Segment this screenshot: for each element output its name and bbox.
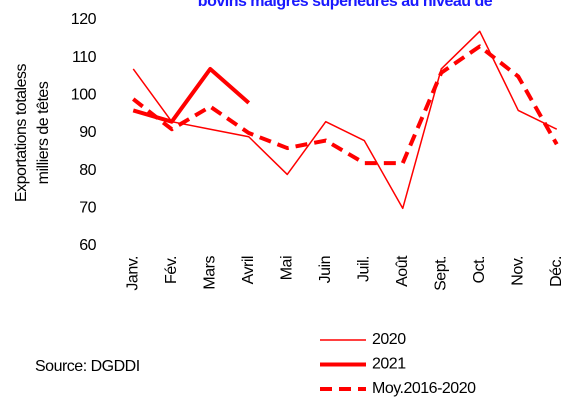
chart-title: bovins maigres supérieures au niveau de — [198, 0, 493, 10]
legend-label: 2021 — [372, 356, 406, 373]
y-axis-label: Exportations totaless — [13, 63, 30, 202]
series-line — [132, 44, 559, 166]
series-line — [132, 30, 558, 210]
x-tick-label: Sept. — [432, 256, 449, 291]
x-tick-label: Avril — [240, 256, 257, 284]
x-tick-label: Août — [394, 255, 411, 287]
y-tick-label: 60 — [79, 237, 96, 254]
x-tick-label: Fév. — [163, 256, 180, 284]
x-tick-label: Mars — [201, 256, 218, 290]
y-tick-label: 110 — [72, 49, 97, 66]
legend-label: 2020 — [372, 331, 406, 348]
y-tick-label: 70 — [79, 200, 96, 217]
x-tick-label: Janv. — [124, 256, 141, 291]
y-tick-label: 100 — [71, 87, 97, 104]
y-tick-label: 90 — [79, 124, 96, 141]
x-tick-label: Nov. — [509, 256, 526, 286]
legend-label: Moy.2016-2020 — [372, 380, 476, 397]
x-tick-label: Déc. — [548, 256, 565, 287]
x-tick-label: Mai — [278, 256, 295, 280]
x-tick-label: Juin — [317, 256, 334, 283]
source: Source: DGDDI — [35, 358, 140, 375]
y-axis-label: milliers de têtes — [35, 81, 52, 184]
x-tick-label: Juil. — [355, 256, 372, 282]
y-tick-label: 80 — [79, 162, 96, 179]
y-tick-label: 120 — [71, 11, 97, 28]
x-tick-label: Oct. — [471, 256, 488, 283]
